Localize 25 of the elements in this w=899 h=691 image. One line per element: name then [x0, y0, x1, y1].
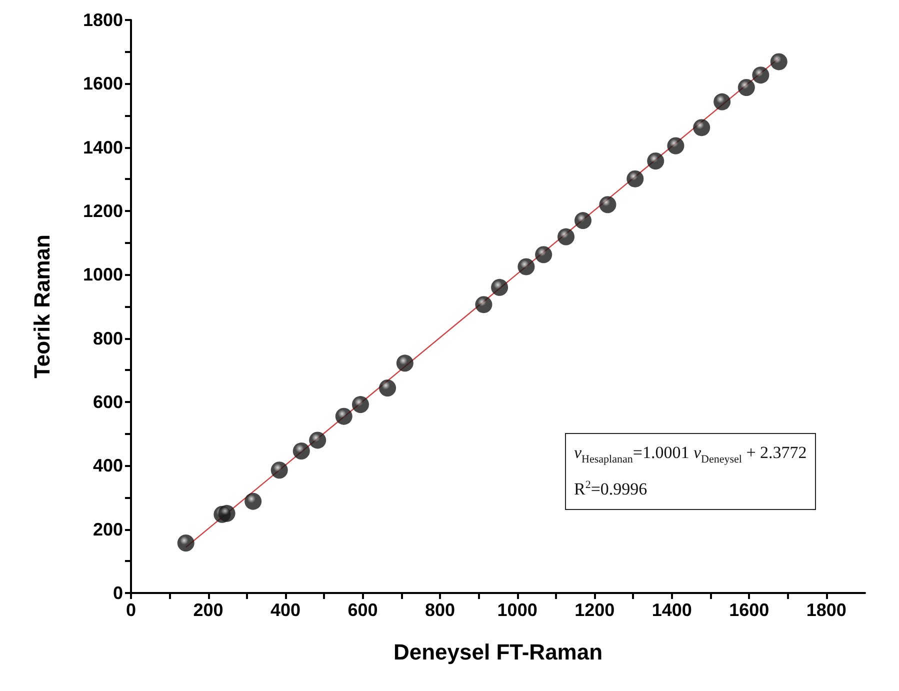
y-tick-label: 1400: [82, 137, 123, 158]
x-tick-label: 600: [348, 600, 378, 620]
annotation: v$_{Hesaplanan}$=1.0001 v$_{Deneysel}$ + 2.3772: [574, 442, 807, 468]
y-tick-label: 1800: [82, 10, 123, 30]
x-tick-label: 200: [193, 600, 224, 620]
y-tick-label: 1200: [82, 201, 123, 221]
x-axis-title: Deneysel FT-Raman: [393, 640, 603, 664]
annotation: R$^{2}$=0.9996: [574, 478, 648, 502]
x-tick-label: 1000: [497, 600, 538, 620]
y-tick-label: 1000: [82, 264, 123, 285]
x-tick-label: 0: [126, 600, 136, 620]
y-tick-label: 200: [92, 519, 123, 540]
x-tick-label: 400: [270, 600, 301, 620]
x-tick-label: 1600: [729, 600, 770, 620]
y-tick-label: 800: [92, 328, 123, 348]
x-tick-label: 1800: [806, 600, 846, 620]
x-tick-label: 1200: [574, 600, 615, 620]
x-tick-label: 800: [425, 600, 456, 620]
equation-box: v$_{Hesaplanan}$=1.0001 v$_{Deneysel}$ + 2.3772 R$^{2}$=0.9996: [565, 433, 816, 510]
y-tick-label: 0: [112, 583, 123, 603]
y-axis-title: Teorik Raman: [30, 234, 54, 378]
y-tick-label: 600: [92, 392, 123, 412]
y-tick-label: 400: [92, 456, 123, 476]
y-tick-label: 1600: [82, 74, 123, 94]
x-tick-label: 1400: [652, 600, 692, 620]
